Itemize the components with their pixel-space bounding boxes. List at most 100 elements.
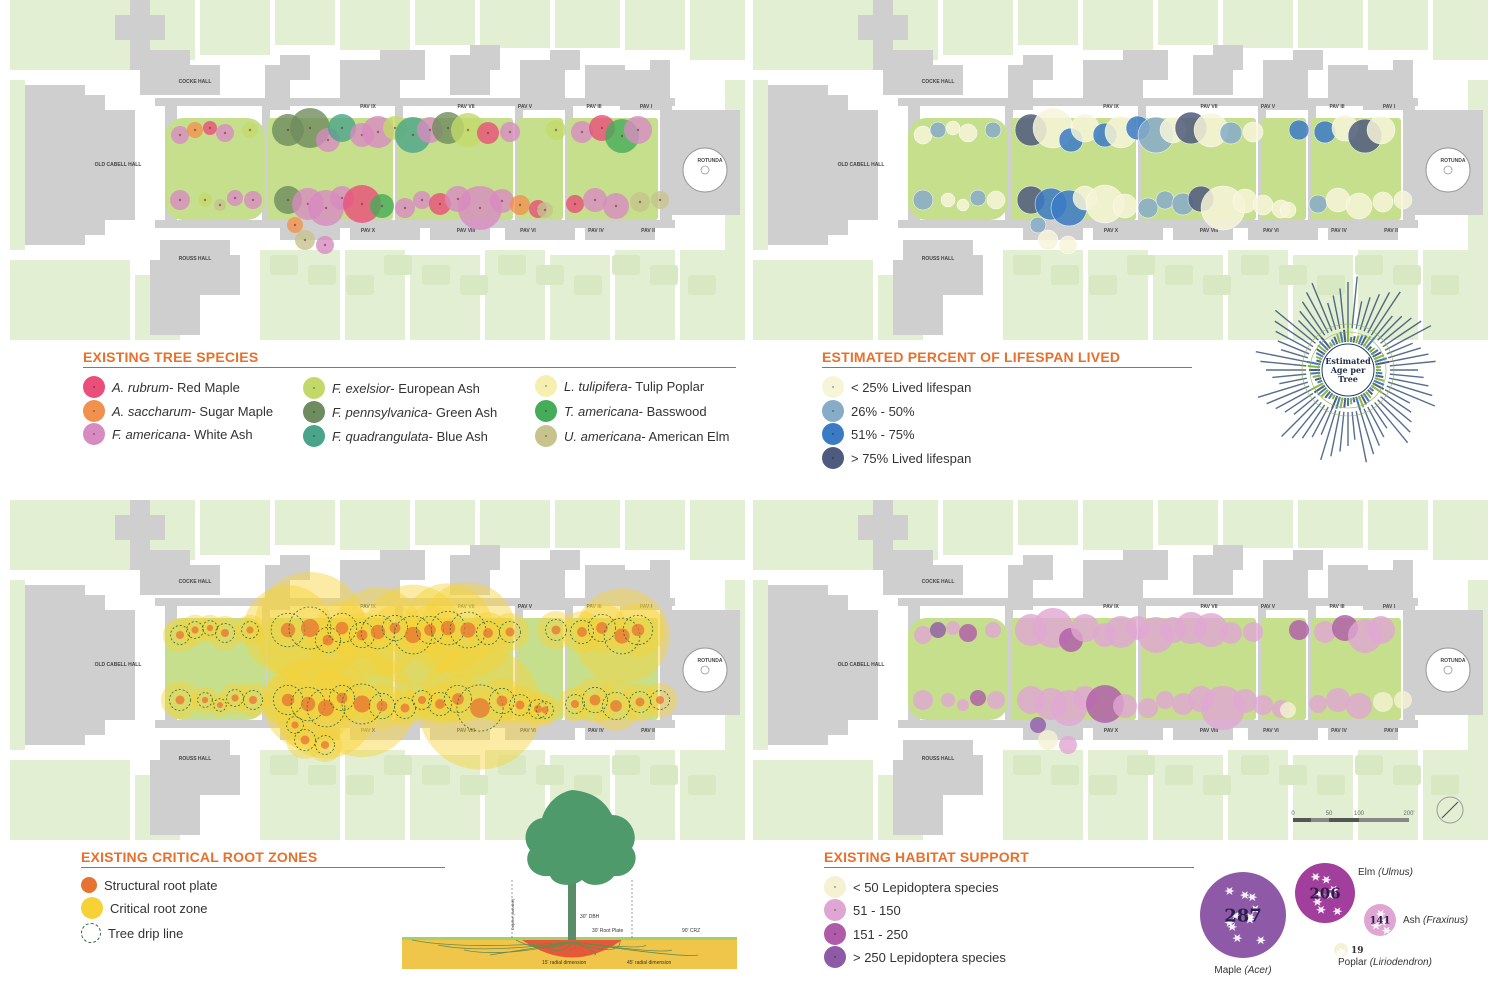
- landscape-block: [498, 255, 526, 275]
- rouss-hall-label: ROUSS HALL: [179, 256, 212, 262]
- radial-title-line: Estimated: [1325, 356, 1371, 366]
- scale-segment: [1293, 818, 1311, 822]
- lifespan-swatch-icon: [822, 423, 844, 445]
- tree-drip-line: [314, 627, 341, 654]
- old-cabell-hall-label: OLD CABELL HALL: [838, 162, 885, 168]
- genus-count: 141: [1370, 916, 1391, 927]
- tree-canopy: [959, 624, 977, 642]
- radial-spoke: [1320, 409, 1337, 461]
- landscape-block: [1393, 265, 1421, 285]
- tree-trunk-point: [323, 243, 327, 247]
- radial-bar: [1333, 336, 1339, 345]
- radial-bar: [1315, 355, 1323, 361]
- tree-canopy: [1156, 691, 1174, 709]
- pavilion-label: PAV VII: [457, 104, 475, 110]
- lawn-terrace: [165, 618, 265, 720]
- species-common-name: - Red Maple: [169, 379, 240, 395]
- radial-spokes: [1255, 276, 1436, 463]
- species-map: COCKE HALL OLD CABELL HALL ROUSS HALL ROTUN…: [10, 0, 745, 340]
- street-block: [10, 80, 25, 250]
- landscape-block: [1013, 255, 1041, 275]
- butterfly-icon: [1250, 905, 1261, 914]
- tree-canopy: [984, 121, 1002, 139]
- tree-canopy: [1155, 190, 1175, 210]
- tree-drip-line: [476, 621, 500, 645]
- tree-trunk-point: [293, 223, 297, 227]
- blue-ash-swatch-icon: [303, 425, 325, 447]
- structural-root-plate: [335, 621, 349, 635]
- radial-spoke: [1389, 353, 1429, 363]
- radial-spoke: [1275, 389, 1312, 410]
- landscape-block: [1317, 275, 1345, 295]
- radial-spoke: [1363, 408, 1381, 447]
- tulip-poplar-swatch-icon: [535, 375, 557, 397]
- radial-spoke: [1277, 340, 1310, 355]
- habitat-legend-title: EXISTING HABITAT SUPPORT: [824, 849, 1029, 865]
- landscape-block: [308, 765, 336, 785]
- radial-bar: [1317, 379, 1323, 384]
- tree-trunk-point: [203, 198, 207, 202]
- root-legend-label: Tree drip line: [108, 925, 184, 941]
- butterfly-icon: [1328, 885, 1339, 894]
- radial-spoke: [1355, 301, 1363, 329]
- species-legend-item: U. americana - American Elm: [535, 425, 729, 447]
- butterfly-icon: [1227, 922, 1238, 931]
- radial-spoke: [1359, 409, 1375, 455]
- species-legend-item: F. exelsior - European Ash: [303, 377, 480, 399]
- north-arrow-icon: [1436, 796, 1464, 824]
- radial-ring: [1309, 331, 1387, 409]
- tree-canopy: [1137, 197, 1159, 219]
- tree-drip-line: [622, 614, 654, 646]
- landscape-block: [1279, 265, 1307, 285]
- radial-spoke: [1301, 404, 1326, 439]
- species-scientific-name: A. saccharum: [112, 403, 192, 419]
- radial-bar: [1352, 397, 1356, 403]
- tree-trunk-point: [178, 133, 182, 137]
- tree-diagram: 30" DBH 30' Root Plate 90' CRZ 15' radial d…: [402, 790, 737, 969]
- habitat-legend-label: > 250 Lepidoptera species: [853, 949, 1006, 965]
- tree-canopy: [986, 190, 1006, 210]
- tree-canopy: [929, 121, 947, 139]
- tree-drip-line: [601, 691, 631, 721]
- structural-root-plate: [291, 721, 299, 729]
- landscape-block: [270, 755, 298, 775]
- rotunda-label: ROTUNDA: [698, 158, 723, 164]
- structural-root-plate: [551, 625, 561, 635]
- tree-drip-line: [215, 623, 235, 643]
- landscape-block: [308, 265, 336, 285]
- radial-spoke: [1386, 342, 1413, 355]
- landscape-block: [1089, 775, 1117, 795]
- tree-drip-line: [202, 620, 218, 636]
- radial-bar: [1375, 374, 1384, 379]
- radial-title: Estimated Age per Tree: [1325, 356, 1371, 384]
- tree-canopy: [1219, 121, 1243, 145]
- building: [893, 550, 933, 570]
- radial-spoke: [1279, 377, 1307, 385]
- tree-canopy: [1252, 194, 1274, 216]
- radial-spoke: [1380, 396, 1412, 423]
- radial-bar: [1315, 352, 1324, 358]
- building: [200, 255, 240, 295]
- landscape-block: [1241, 255, 1269, 275]
- tree-canopy: [1394, 691, 1412, 709]
- building: [262, 100, 270, 225]
- street-block: [625, 500, 685, 550]
- building: [550, 50, 580, 70]
- street-block: [943, 500, 1013, 555]
- tree-trunk-point: [340, 196, 344, 200]
- pavilion-label: PAV V: [518, 104, 533, 110]
- lifespan-panel: COCKE HALL OLD CABELL HALL ROUSS HALL ROTUN…: [753, 0, 1498, 500]
- lifespan-legend-item: < 25% Lived lifespan: [822, 376, 971, 398]
- pavilion-label: PAV V: [1261, 604, 1276, 610]
- street-block: [555, 500, 620, 548]
- tree-canopy: [969, 189, 987, 207]
- tree-trunk-point: [518, 203, 522, 207]
- root-line: [437, 941, 573, 950]
- street-block: [555, 0, 620, 48]
- tree-canopy: [1373, 692, 1393, 712]
- radial-title-line: Tree: [1338, 374, 1358, 384]
- landscape-block: [384, 755, 412, 775]
- habitat-legend-item: > 250 Lepidoptera species: [824, 946, 1006, 968]
- structural-root-plate: [610, 700, 622, 712]
- radial-spoke: [1332, 295, 1341, 329]
